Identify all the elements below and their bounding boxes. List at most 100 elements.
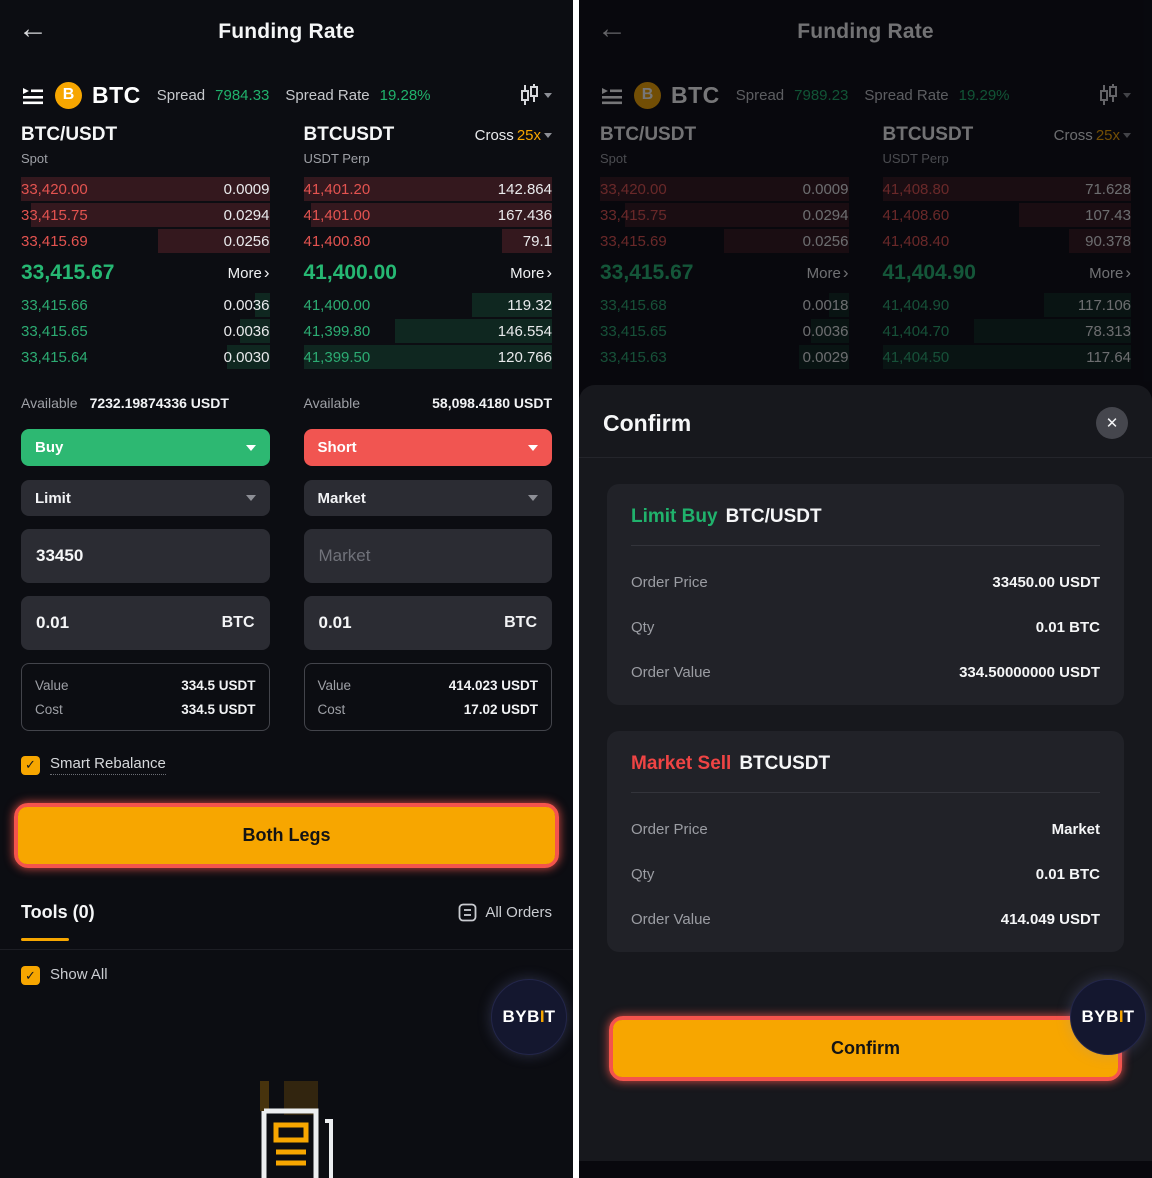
chevron-down-icon bbox=[528, 444, 538, 451]
perp-market-type: USDT Perp bbox=[303, 151, 370, 166]
chevron-down-icon bbox=[245, 444, 256, 451]
spot-side-dropdown[interactable]: Buy bbox=[21, 429, 270, 466]
spot-value: 334.5 USDT bbox=[181, 677, 256, 693]
spot-qty-input[interactable] bbox=[36, 613, 214, 633]
divider bbox=[0, 949, 573, 950]
perp-price-input[interactable] bbox=[318, 546, 537, 566]
ask-qty: 0.0294 bbox=[223, 206, 270, 224]
bid-row[interactable]: 41,399.80 146.554 bbox=[304, 318, 552, 344]
order-summary-card-perp: Market Sell BTCUSDT Order Price Market Qty… bbox=[607, 731, 1124, 952]
order-symbol: BTC/USDT bbox=[725, 506, 822, 527]
bid-row[interactable]: 33,415.65 0.0036 bbox=[21, 318, 270, 344]
depth-bar bbox=[472, 293, 552, 317]
ask-row[interactable]: 41,401.20 142.864 bbox=[303, 176, 552, 202]
empty-state-illustration bbox=[222, 1081, 352, 1178]
bid-price: 33,415.66 bbox=[21, 296, 88, 314]
spot-price-input[interactable] bbox=[36, 546, 255, 566]
order-value-value: 334.50000000 USDT bbox=[959, 664, 1100, 681]
perp-more-link[interactable]: More› bbox=[510, 263, 552, 282]
confirm-button[interactable]: Confirm bbox=[613, 1020, 1118, 1077]
cost-label: Cost bbox=[35, 701, 63, 717]
bid-qty: 146.554 bbox=[497, 322, 552, 340]
spread-rate-value: 19.28% bbox=[379, 86, 431, 104]
available-label: Available bbox=[21, 395, 78, 411]
depth-bar bbox=[303, 345, 552, 369]
spot-pair-name[interactable]: BTC/USDT bbox=[21, 124, 118, 145]
show-all-checkbox[interactable]: ✓ bbox=[21, 966, 40, 985]
order-side-label: Market Sell bbox=[631, 753, 732, 774]
spot-side-value: Buy bbox=[35, 439, 64, 456]
smart-rebalance-checkbox[interactable]: ✓ bbox=[21, 755, 40, 775]
perp-available-value: 58,098.4180 USDT bbox=[432, 395, 552, 411]
spot-qty-unit: BTC bbox=[221, 614, 255, 631]
depth-bar bbox=[157, 229, 270, 253]
ask-row[interactable]: 33,420.00 0.0009 bbox=[21, 176, 270, 202]
ask-qty: 0.0009 bbox=[223, 180, 270, 198]
spot-qty-field[interactable]: BTC bbox=[21, 596, 270, 650]
bid-price: 41,400.00 bbox=[303, 296, 371, 314]
order-summary-card-spot: Limit Buy BTC/USDT Order Price 33450.00 US… bbox=[607, 484, 1124, 705]
ask-row[interactable]: 33,415.69 0.0256 bbox=[21, 228, 270, 254]
depth-bar bbox=[310, 203, 552, 227]
spot-order-type-dropdown[interactable]: Limit bbox=[21, 480, 270, 516]
smart-rebalance-label[interactable]: Smart Rebalance bbox=[50, 755, 166, 775]
ask-row[interactable]: 33,415.75 0.0294 bbox=[21, 202, 270, 228]
spot-last-price: 33,415.67 bbox=[21, 261, 115, 284]
pair-bar: B BTC Spread 7984.33 Spread Rate 19.28% bbox=[0, 78, 573, 112]
spot-available-value: 7232.19874336 USDT bbox=[89, 395, 229, 411]
order-price-value: Market bbox=[1051, 821, 1100, 838]
perp-qty-field[interactable]: BTC bbox=[303, 596, 552, 650]
bid-row[interactable]: 33,415.64 0.0030 bbox=[21, 344, 270, 370]
tab-tools[interactable]: Tools (0) bbox=[21, 901, 95, 922]
perp-order-type-value: Market bbox=[317, 489, 366, 507]
order-price-label: Order Price bbox=[631, 821, 708, 838]
perp-price-field[interactable] bbox=[303, 529, 552, 583]
spread-value: 7984.33 bbox=[215, 86, 270, 104]
value-cost-boxes: Value 334.5 USDT Cost 334.5 USDT Value 414.… bbox=[0, 650, 573, 731]
page-title: Funding Rate bbox=[218, 20, 355, 43]
bid-row[interactable]: 41,400.00 119.32 bbox=[303, 292, 552, 318]
spot-order-type-value: Limit bbox=[35, 489, 71, 507]
perp-side-dropdown[interactable]: Short bbox=[303, 429, 552, 466]
perp-pair-name[interactable]: BTCUSDT bbox=[303, 124, 395, 145]
order-value-label: Order Value bbox=[631, 664, 711, 681]
tutorial-highlight-ring: Confirm bbox=[609, 1016, 1122, 1081]
pair-symbol[interactable]: BTC bbox=[92, 81, 141, 108]
show-all-label[interactable]: Show All bbox=[50, 966, 108, 983]
order-price-value: 33450.00 USDT bbox=[992, 574, 1100, 591]
divider bbox=[631, 792, 1100, 793]
spot-price-field[interactable] bbox=[21, 529, 270, 583]
bid-qty: 0.0036 bbox=[223, 322, 270, 340]
both-legs-button[interactable]: Both Legs bbox=[18, 807, 555, 864]
show-all-row: ✓ Show All bbox=[0, 966, 573, 985]
all-orders-link[interactable]: All Orders bbox=[458, 903, 552, 922]
bid-row[interactable]: 33,415.66 0.0036 bbox=[21, 292, 270, 318]
perp-cost: 17.02 USDT bbox=[463, 701, 538, 717]
spot-value-cost-box: Value 334.5 USDT Cost 334.5 USDT bbox=[21, 663, 270, 731]
order-symbol: BTCUSDT bbox=[739, 753, 831, 774]
confirm-modal: Confirm ✕ Limit Buy BTC/USDT Order Price 3… bbox=[579, 385, 1152, 1161]
candlestick-chart-icon[interactable] bbox=[519, 83, 552, 107]
leverage-selector[interactable]: Cross 25x bbox=[475, 127, 552, 144]
ask-price: 41,401.00 bbox=[303, 206, 371, 224]
spread-rate-label: Spread Rate bbox=[285, 86, 370, 104]
ask-row[interactable]: 41,400.80 79.1 bbox=[304, 228, 552, 254]
order-value-value: 414.049 USDT bbox=[1000, 911, 1100, 928]
side-selectors: Buy Short bbox=[0, 414, 573, 466]
depth-bar bbox=[502, 229, 552, 253]
perp-order-type-dropdown[interactable]: Market bbox=[303, 480, 552, 516]
bid-row[interactable]: 41,399.50 120.766 bbox=[303, 344, 552, 370]
perp-qty-input[interactable] bbox=[318, 613, 497, 633]
bybit-watermark-logo: BYB I T bbox=[491, 979, 567, 1055]
depth-bar bbox=[239, 319, 270, 343]
screenshot-divider bbox=[573, 0, 579, 1178]
close-icon[interactable]: ✕ bbox=[1096, 407, 1128, 439]
pair-list-icon[interactable] bbox=[21, 85, 45, 105]
spot-more-link[interactable]: More› bbox=[227, 263, 270, 282]
ask-row[interactable]: 41,401.00 167.436 bbox=[303, 202, 552, 228]
bitcoin-icon: B bbox=[55, 81, 82, 109]
back-arrow-icon[interactable]: ← bbox=[18, 12, 48, 45]
depth-bar bbox=[227, 345, 270, 369]
depth-bar bbox=[254, 293, 270, 317]
chevron-down-icon bbox=[528, 495, 538, 501]
